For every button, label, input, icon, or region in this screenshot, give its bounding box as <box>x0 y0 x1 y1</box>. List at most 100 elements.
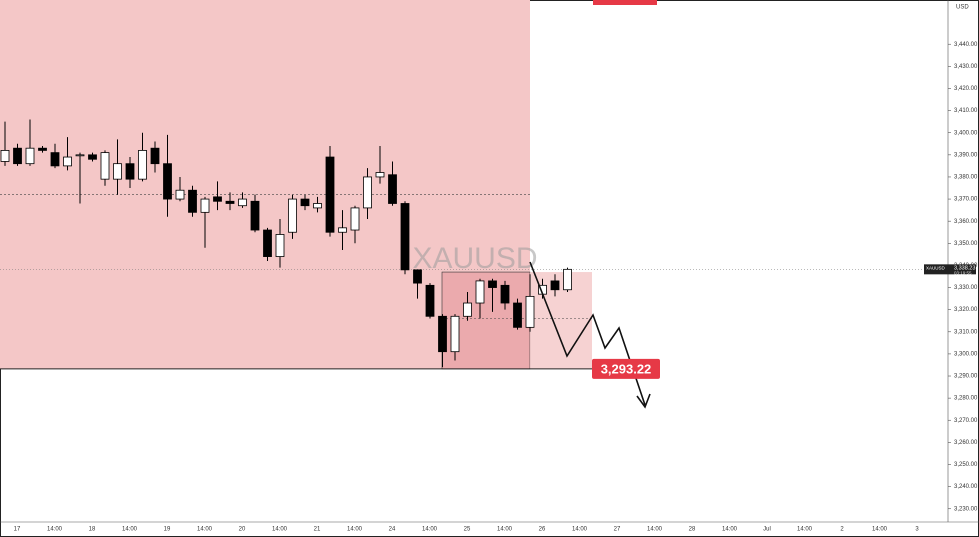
x-tick-label: 14:00 <box>347 527 363 533</box>
candle-body <box>388 174 397 204</box>
y-tick-label: 3,310.00 <box>954 329 978 335</box>
y-tick-label: 3,370.00 <box>954 197 978 203</box>
x-tick-label: 14:00 <box>797 527 813 533</box>
x-tick-label: Jul <box>763 527 771 533</box>
axes: 3,293.22 3,230.00 3,240.00 3,250.00 3,260.00… <box>14 42 978 533</box>
candle-body <box>475 280 485 304</box>
y-tick-label: 3,270.00 <box>954 418 978 424</box>
y-tick-label: 3,280.00 <box>954 396 978 402</box>
y-tick-label: 3,410.00 <box>954 108 978 114</box>
x-tick-label: 19 <box>164 527 171 533</box>
candle-body <box>25 147 35 165</box>
x-tick-label: 18 <box>89 527 96 533</box>
y-tick-label: 3,330.00 <box>954 285 978 291</box>
x-tick-label: 28 <box>689 527 696 533</box>
y-tick-label: 3,420.00 <box>954 86 978 92</box>
candle-body <box>413 269 422 284</box>
drawings <box>0 0 948 370</box>
candle-body <box>238 198 247 207</box>
y-tick-label: 3,400.00 <box>954 130 978 136</box>
x-tick-label: 14:00 <box>272 527 288 533</box>
candle-body <box>125 163 135 180</box>
support-label-box <box>592 358 660 379</box>
candle-body <box>288 198 297 233</box>
x-tick-label: 3 <box>915 527 919 533</box>
y-tick-label: 3,350.00 <box>954 241 978 247</box>
candle-body <box>0 150 10 162</box>
support-label: 3,293.22 <box>601 361 652 376</box>
x-tick-label: 14:00 <box>872 527 888 533</box>
candle-body <box>450 315 460 353</box>
projection-arrow <box>529 261 651 409</box>
candle-body <box>513 302 522 328</box>
candle-body <box>300 198 310 207</box>
candle-body <box>13 147 22 165</box>
x-tick-label: 14:00 <box>722 527 738 533</box>
candle-body <box>213 196 222 202</box>
candle-body <box>38 147 47 151</box>
candle-body <box>225 200 235 204</box>
countdown: 03:19:55 <box>954 271 972 276</box>
x-tick-label: 14:00 <box>47 527 63 533</box>
candle-body <box>525 295 535 328</box>
candle-body <box>488 280 497 288</box>
y-tick-label: 3,320.00 <box>954 307 978 313</box>
x-tick-label: 2 <box>840 527 844 533</box>
candles <box>0 119 572 368</box>
candle-body <box>313 203 322 209</box>
x-tick-label: 20 <box>239 527 246 533</box>
last-price-box <box>924 264 976 275</box>
last-price-symbol: XAUUSD <box>926 266 946 271</box>
watermark: XAUUSD <box>412 242 537 275</box>
candle-body <box>100 152 110 180</box>
candle-body <box>563 268 572 291</box>
candle-body <box>400 203 410 271</box>
candle-body <box>425 284 435 317</box>
currency-label: USD <box>956 5 969 11</box>
x-tick-label: 21 <box>314 527 321 533</box>
y-tick-label: 3,380.00 <box>954 175 978 181</box>
candle-body <box>138 150 147 180</box>
x-tick-label: 14:00 <box>647 527 663 533</box>
y-tick-label: 3,250.00 <box>954 462 978 468</box>
candle-body <box>363 176 372 209</box>
candle-body <box>325 156 335 233</box>
top-label <box>593 0 657 5</box>
x-tick-label: 14:00 <box>197 527 213 533</box>
last-price-label: 3,338.23 <box>954 265 975 271</box>
x-tick-label: 14:00 <box>122 527 138 533</box>
candle-body <box>500 284 510 304</box>
candle-body <box>50 152 60 167</box>
candle-body <box>263 229 272 257</box>
candle-body <box>438 315 447 353</box>
candle-body <box>275 234 285 257</box>
x-tick-label: 14:00 <box>422 527 438 533</box>
candle-body <box>375 172 385 178</box>
x-tick-label: 17 <box>14 527 21 533</box>
x-tick-label: 27 <box>614 527 621 533</box>
candle-body <box>150 147 160 165</box>
supply-zone <box>0 0 530 369</box>
x-tick-label: 14:00 <box>497 527 513 533</box>
y-tick-label: 3,360.00 <box>954 219 978 225</box>
y-tick-label: 3,260.00 <box>954 440 978 446</box>
candle-body <box>75 154 85 157</box>
x-tick-label: 26 <box>539 527 546 533</box>
y-tick-label: 3,440.00 <box>954 42 978 48</box>
y-tick-label: 3,240.00 <box>954 484 978 490</box>
candle-body <box>88 154 97 160</box>
candle-body <box>550 280 560 291</box>
candle-body <box>163 163 172 200</box>
y-tick-label: 3,430.00 <box>954 64 978 70</box>
candle-body <box>63 156 72 167</box>
candle-body <box>200 198 210 213</box>
candle-body <box>463 302 472 317</box>
y-tick-label: 3,390.00 <box>954 152 978 158</box>
x-tick-label: 25 <box>464 527 471 533</box>
y-tick-label: 3,300.00 <box>954 351 978 357</box>
x-tick-label: 14:00 <box>572 527 588 533</box>
candle-body <box>113 163 122 180</box>
candle-body <box>188 189 197 213</box>
